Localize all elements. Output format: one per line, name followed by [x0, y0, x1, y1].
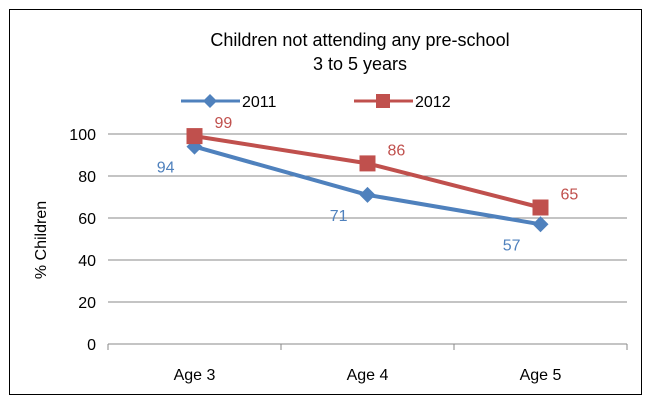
point-2011-3 — [532, 216, 549, 233]
y-tick-label-80: 80 — [78, 169, 96, 186]
x-axis: Age 3 Age 4 Age 5 — [107, 343, 628, 384]
point-2012-2 — [359, 155, 376, 172]
y-axis-title: % Children — [33, 201, 50, 279]
data-label-2012-1: 99 — [215, 115, 233, 132]
y-tick-label-100: 100 — [69, 127, 96, 144]
x-tick-label-2: Age 4 — [347, 367, 389, 384]
y-tick-label-40: 40 — [78, 253, 96, 270]
legend: 2011 2012 — [181, 94, 451, 111]
series-group — [186, 128, 549, 233]
x-tick-label-1: Age 3 — [174, 367, 216, 384]
y-ticks: 0 20 40 60 80 100 — [69, 127, 96, 354]
y-tick-label-20: 20 — [78, 295, 96, 312]
data-label-2011-1: 94 — [157, 160, 175, 177]
legend-marker-2012 — [376, 94, 390, 108]
y-tick-label-0: 0 — [87, 337, 96, 354]
legend-label-2011: 2011 — [242, 94, 277, 111]
data-label-2012-2: 86 — [388, 142, 406, 159]
data-label-2012-3: 65 — [561, 187, 579, 204]
point-2012-1 — [186, 128, 203, 145]
x-tick-label-3: Age 5 — [520, 367, 562, 384]
point-2011-2 — [359, 186, 376, 203]
y-tick-label-60: 60 — [78, 211, 96, 228]
data-label-2011-3: 57 — [503, 237, 521, 254]
legend-marker-2011 — [203, 94, 217, 108]
chart-subtitle: 3 to 5 years — [313, 54, 407, 74]
data-labels: 94 71 57 99 86 65 — [157, 115, 579, 254]
legend-label-2012: 2012 — [415, 94, 451, 111]
data-label-2011-2: 71 — [330, 208, 348, 225]
chart-title: Children not attending any pre-school — [210, 30, 509, 50]
point-2012-3 — [532, 199, 549, 216]
